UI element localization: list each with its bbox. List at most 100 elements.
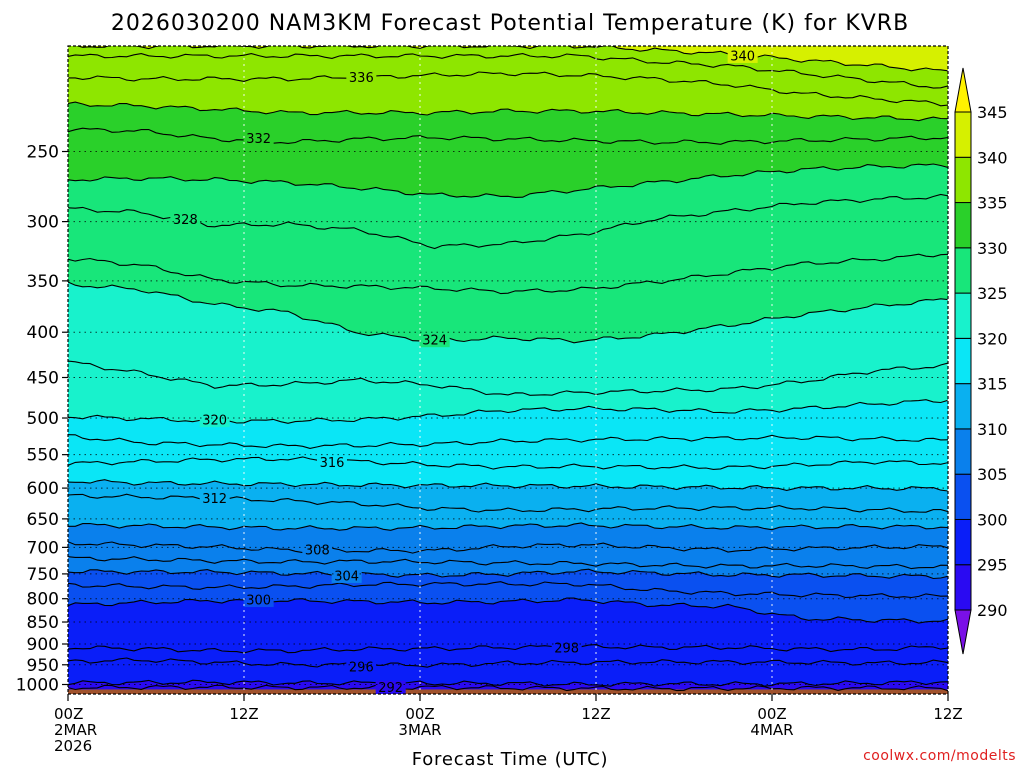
colorbar-min-triangle [954, 609, 972, 655]
contour-line-324 [68, 281, 948, 344]
colorbar: 290 295 300 305 310 315 320 325 330 335 340 345 [954, 67, 1008, 655]
colorbar-band-340 [954, 111, 972, 158]
contour-line-338 [68, 53, 948, 89]
y-tick-label-250: 250 [27, 143, 59, 163]
y-tick-label-850: 850 [27, 613, 59, 633]
contour-line-310 [68, 522, 948, 531]
contour-line-332 [68, 127, 948, 145]
colorbar-label-315: 315 [977, 375, 1008, 394]
contour-line-334 [68, 101, 948, 122]
contour-line-292 [68, 684, 948, 692]
chart-title: 2026030200 NAM3KM Forecast Potential Tem… [111, 11, 909, 36]
svg-text:298: 298 [554, 642, 579, 657]
colorbar-band-335 [954, 156, 972, 204]
y-tick-label-600: 600 [27, 479, 59, 499]
contour-label-304: 304 [331, 568, 362, 584]
y-tick-label-500: 500 [27, 409, 59, 429]
colorbar-band-295 [954, 518, 972, 566]
svg-text:308: 308 [305, 543, 330, 558]
contour-label-312: 312 [199, 491, 230, 507]
y-tick-label-650: 650 [27, 510, 59, 530]
contour-line-302 [68, 581, 948, 599]
svg-text:340: 340 [730, 49, 755, 64]
brand-watermark: coolwx.com/modelts [863, 748, 1016, 764]
contour-label-292: 292 [375, 680, 406, 696]
x-tick-label-60: 12Z [933, 705, 962, 723]
contour-layer: 292 296 298 300 304 308 312 316 320 324 328 332 336 3… [68, 46, 948, 696]
contour-label-320: 320 [199, 413, 230, 429]
contour-label-332: 332 [243, 131, 274, 147]
contour-line-328 [68, 193, 948, 250]
x-tick-date-24: 3MAR [398, 721, 441, 739]
contour-label-296: 296 [346, 659, 377, 675]
svg-text:324: 324 [422, 334, 447, 349]
contour-line-322 [68, 360, 948, 396]
contour-line-336 [68, 71, 948, 107]
x-tick-date-48: 4MAR [750, 721, 793, 739]
colorbar-band-300 [954, 473, 972, 520]
x-tick-label-36: 12Z [581, 705, 610, 723]
colorbar-label-345: 345 [977, 103, 1008, 122]
contour-label-340: 340 [727, 48, 758, 64]
y-tick-label-1000: 1000 [16, 676, 59, 696]
colorbar-max-triangle [954, 67, 972, 113]
axes-layer: 2503003504004505005506006507007508008509… [16, 45, 963, 755]
contour-line-306 [68, 556, 948, 570]
terrain-layer [68, 689, 948, 694]
x-tick-label-0: 00Z [54, 705, 83, 723]
svg-text:292: 292 [378, 681, 403, 696]
contour-line-340 [76, 46, 948, 72]
contour-label-308: 308 [302, 542, 333, 558]
svg-text:304: 304 [334, 569, 359, 584]
colorbar-label-320: 320 [977, 329, 1008, 348]
colorbar-label-335: 335 [977, 194, 1008, 213]
contour-label-336: 336 [346, 70, 377, 86]
contour-line-314 [68, 479, 948, 492]
colorbar-label-300: 300 [977, 510, 1008, 529]
colorbar-label-330: 330 [977, 239, 1008, 258]
y-tick-label-800: 800 [27, 590, 59, 610]
y-tick-label-300: 300 [27, 213, 59, 233]
contour-line-316 [68, 456, 948, 470]
colorbar-band-290 [954, 564, 972, 611]
y-tick-label-350: 350 [27, 272, 59, 292]
contour-line-318 [68, 434, 948, 449]
svg-text:336: 336 [349, 71, 374, 86]
colorbar-label-290: 290 [977, 601, 1008, 620]
contour-line-298 [68, 644, 948, 654]
svg-text:332: 332 [246, 132, 271, 147]
contour-label-328: 328 [170, 212, 201, 228]
colorbar-band-315 [954, 337, 972, 385]
x-tick-date-0: 2MAR [54, 721, 97, 739]
y-tick-label-700: 700 [27, 538, 59, 558]
colorbar-band-330 [954, 202, 972, 249]
svg-text:312: 312 [202, 492, 227, 507]
terrain-strip [68, 689, 948, 694]
contour-label-316: 316 [317, 455, 347, 471]
colorbar-label-295: 295 [977, 556, 1008, 575]
x-tick-year-0: 2026 [54, 737, 92, 755]
colorbar-label-305: 305 [977, 465, 1008, 484]
contour-label-324: 324 [419, 333, 450, 349]
colorbar-label-325: 325 [977, 284, 1008, 303]
colorbar-band-310 [954, 383, 972, 430]
svg-text:316: 316 [320, 456, 345, 471]
svg-text:328: 328 [173, 213, 198, 228]
y-tick-label-950: 950 [27, 656, 59, 676]
contour-label-300: 300 [243, 593, 274, 609]
contour-line-326 [68, 253, 948, 295]
colorbar-band-305 [954, 428, 972, 475]
y-tick-label-450: 450 [27, 369, 59, 389]
x-tick-label-24: 00Z [405, 705, 434, 723]
contour-label-298: 298 [551, 641, 582, 657]
y-tick-label-550: 550 [27, 446, 59, 466]
svg-text:300: 300 [246, 594, 271, 609]
colorbar-band-320 [954, 292, 972, 339]
colorbar-label-340: 340 [977, 148, 1008, 167]
y-tick-label-900: 900 [27, 635, 59, 655]
svg-text:296: 296 [349, 660, 374, 675]
contour-line-296 [68, 657, 948, 668]
contour-line-294 [68, 679, 948, 687]
y-tick-label-750: 750 [27, 565, 59, 585]
